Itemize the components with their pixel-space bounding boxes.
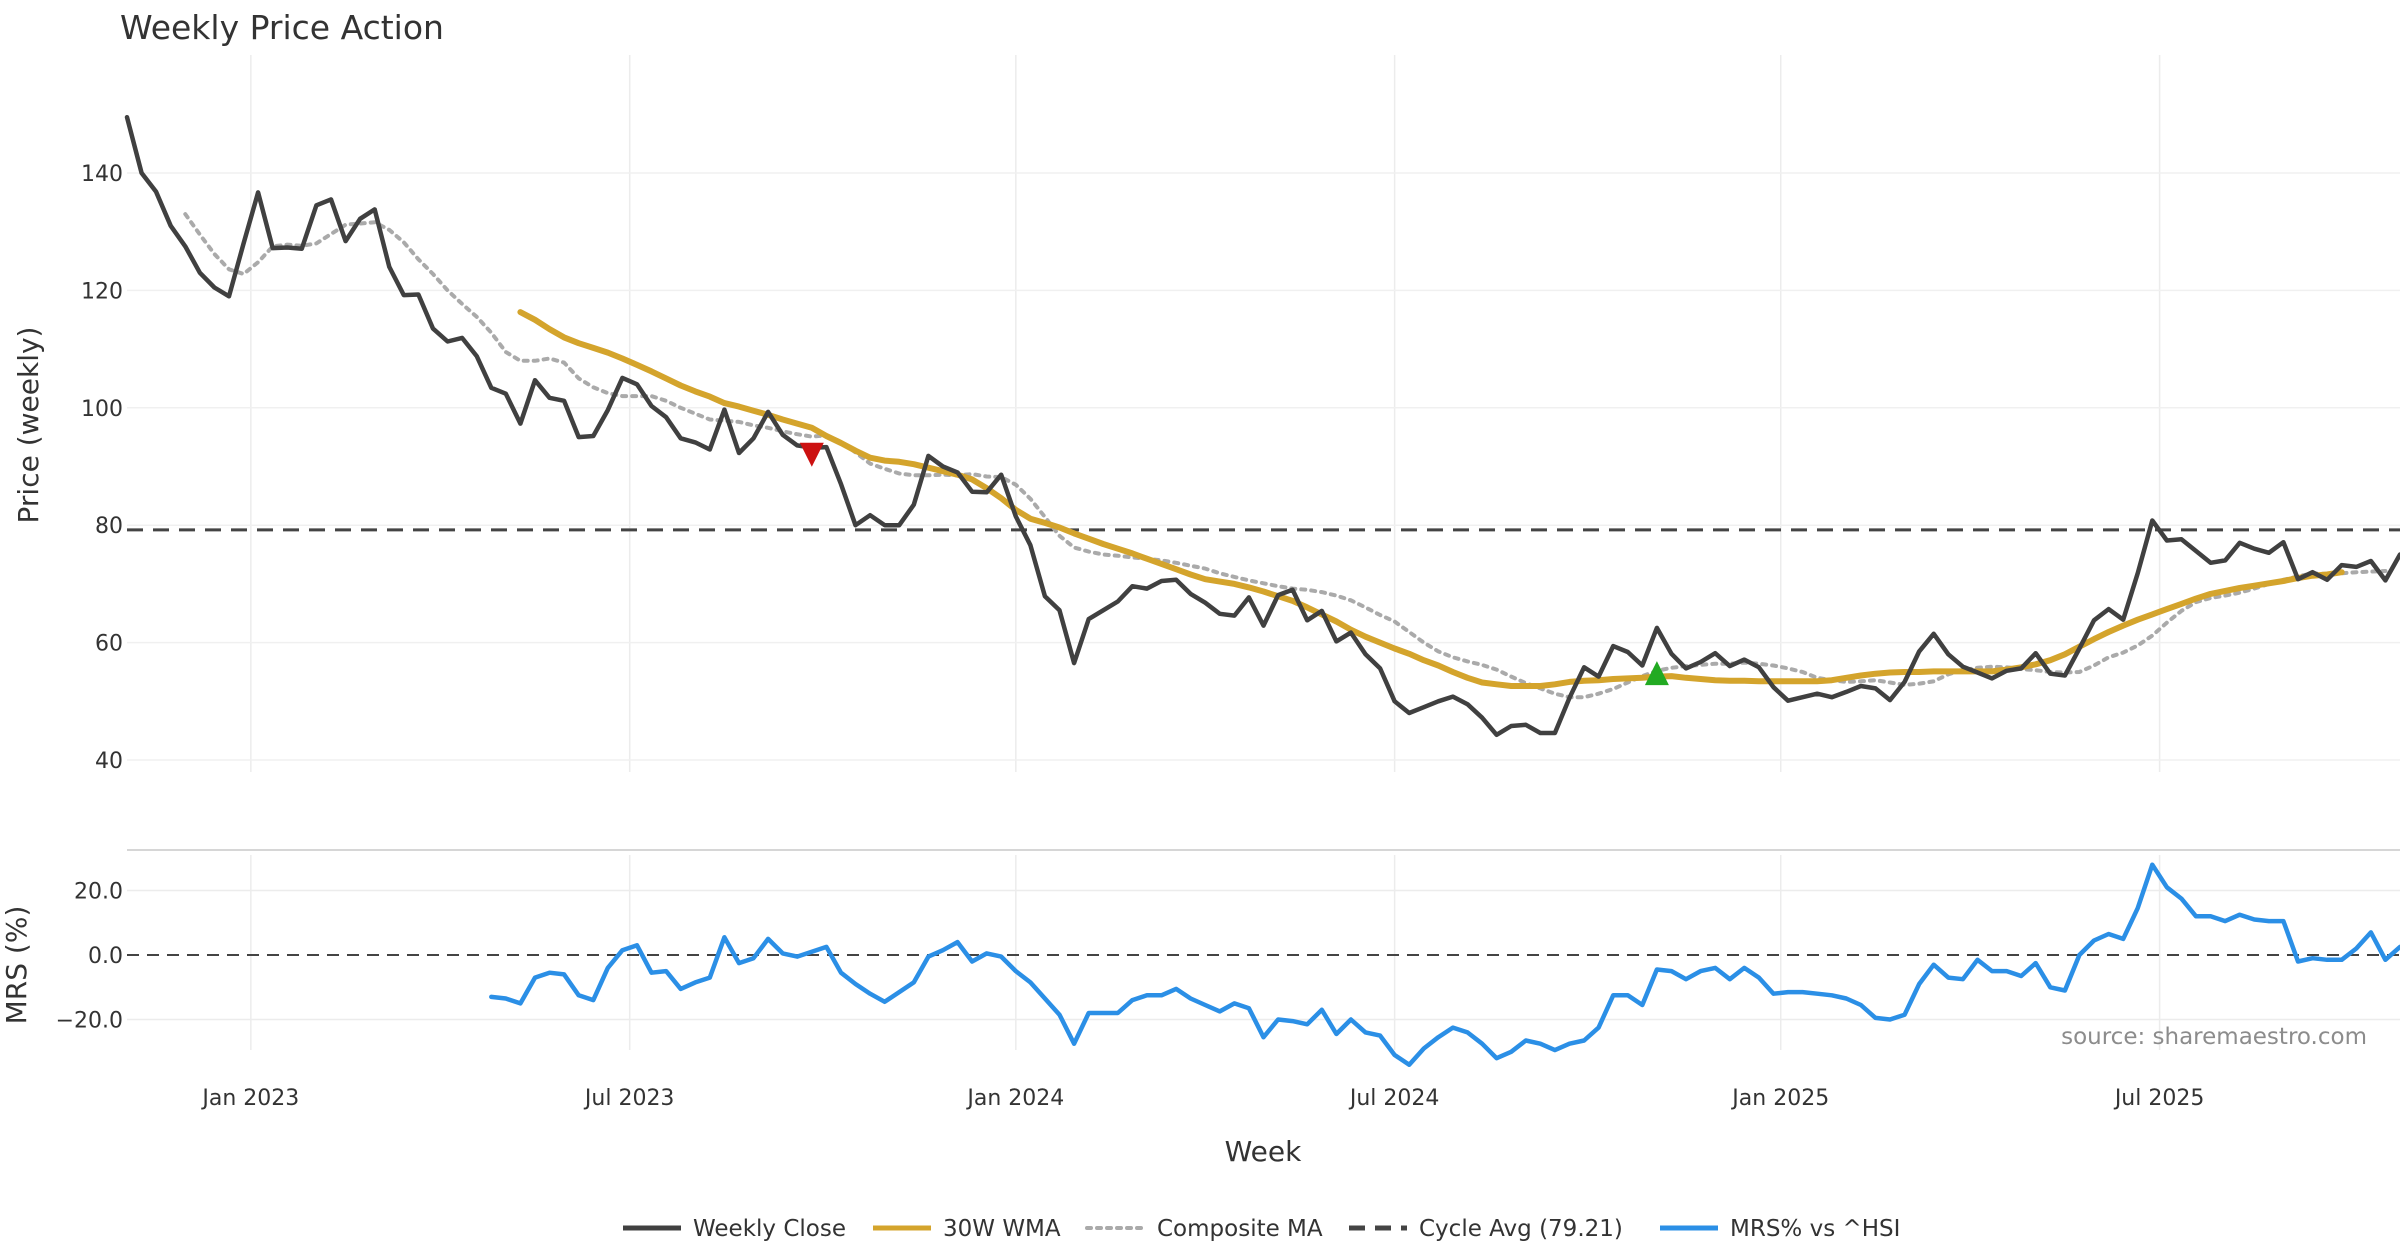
sell-signal-marker: [799, 442, 824, 467]
legend-item-weekly-close: Weekly Close: [623, 1216, 846, 1242]
price-y-tick-label: 140: [81, 162, 123, 187]
price-y-tick-label: 80: [95, 514, 123, 539]
price-y-axis-label: Price (weekly): [12, 327, 45, 524]
mrs-series: [489, 862, 2400, 1067]
price-gridlines: [127, 55, 2400, 772]
legend-item-composite-ma: Composite MA: [1085, 1216, 1323, 1242]
mrs-gridlines: [127, 855, 2400, 1050]
mrs-y-tick-label: 20.0: [74, 880, 123, 905]
price-y-tick-labels: 40 60 80 100 120 140: [81, 162, 123, 774]
price-y-tick-label: 60: [95, 632, 123, 657]
x-tick-label: Jul 2023: [583, 1086, 675, 1111]
price-y-tick-label: 40: [95, 749, 123, 774]
legend-label: Cycle Avg (79.21): [1419, 1216, 1623, 1242]
legend-label: Weekly Close: [693, 1216, 846, 1242]
signal-markers: [799, 442, 1669, 686]
weekly-close-series: [124, 114, 2400, 738]
price-y-tick-label: 100: [81, 397, 123, 422]
x-tick-label: Jan 2023: [200, 1086, 299, 1111]
legend-item-mrs-vs-hsi: MRS% vs ^HSI: [1660, 1216, 1900, 1242]
legend-label: MRS% vs ^HSI: [1730, 1216, 1900, 1242]
mrs-vs-hsi-series: [489, 862, 2400, 1067]
legend-label: 30W WMA: [943, 1216, 1061, 1242]
mrs-y-axis-label: MRS (%): [0, 906, 33, 1025]
x-tick-label: Jul 2024: [1348, 1086, 1440, 1111]
x-axis-label: Week: [1225, 1135, 1302, 1168]
buy-signal-marker: [1644, 661, 1669, 686]
x-tick-label: Jan 2025: [1730, 1086, 1829, 1111]
chart-legend: Weekly Close 30W WMA Composite MA Cycle Avg…: [623, 1216, 1900, 1242]
x-tick-labels: Jan 2023 Jul 2023 Jan 2024 Jul 2024 Jan 2025…: [200, 1086, 2204, 1111]
legend-item-cycle-avg-79-21: Cycle Avg (79.21): [1349, 1216, 1623, 1242]
30w-wma-series: [517, 309, 2345, 689]
mrs-y-tick-label: 0.0: [88, 944, 123, 969]
price-series: [124, 114, 2400, 738]
x-tick-label: Jul 2025: [2113, 1086, 2205, 1111]
chart-title: Weekly Price Action: [120, 8, 444, 47]
mrs-y-tick-labels: −20.0 0.0 20.0: [56, 880, 123, 1034]
mrs-y-tick-label: −20.0: [56, 1009, 123, 1034]
legend-item-30w-wma: 30W WMA: [873, 1216, 1061, 1242]
price-y-tick-label: 120: [81, 279, 123, 304]
source-note: source: sharemaestro.com: [2061, 1024, 2367, 1050]
legend-label: Composite MA: [1157, 1216, 1323, 1242]
x-tick-label: Jan 2024: [965, 1086, 1064, 1111]
